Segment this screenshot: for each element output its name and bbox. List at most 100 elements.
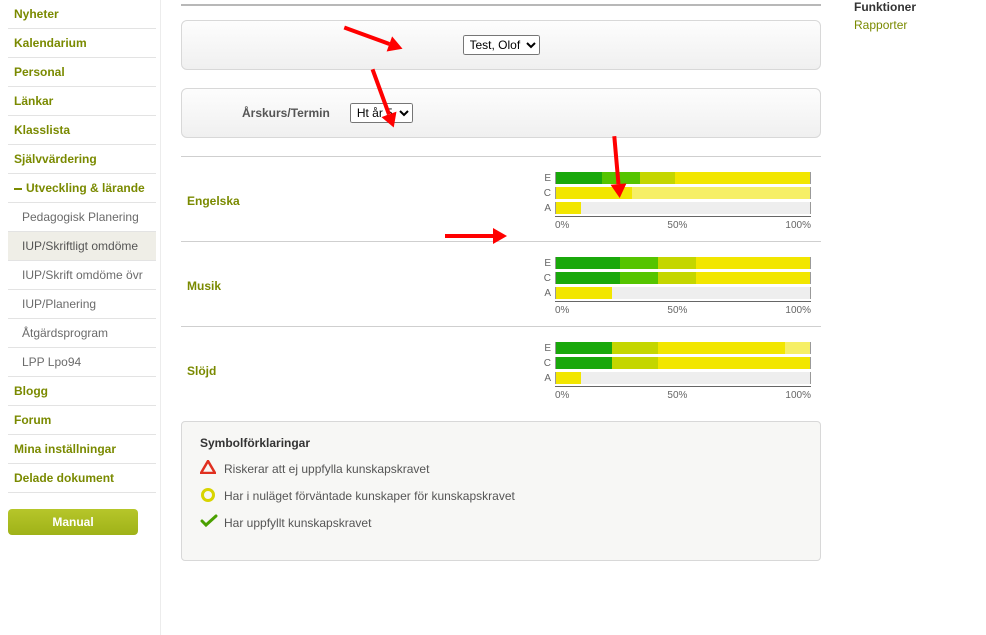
student-select-panel: Test, Olof [181,20,821,70]
chart-row: C [541,356,811,370]
progress-chart: ECA0%50%100% [541,171,811,231]
year-term-panel: Årskurs/Termin Ht år 5 [181,88,821,138]
chart-bar-track [555,272,811,284]
right-sidebar: Funktioner Rapporter [846,0,986,635]
chart-bar-segment [620,272,658,284]
chart-bar-segment [640,172,676,184]
rightbar-link-rapporter[interactable]: Rapporter [854,18,907,32]
legend-title: Symbolförklaringar [200,436,802,450]
axis-label: 50% [569,305,785,316]
chart-row-label: A [541,373,555,384]
sidebar-item-sj-lvv-rdering[interactable]: Självvärdering [8,145,156,174]
chart-bar-segment [556,372,581,384]
axis-label: 0% [555,305,569,316]
chart-bar-segment [556,287,612,299]
subject-block: Musik ECA0%50%100% [181,241,821,326]
chart-bar-segment [696,272,810,284]
axis-label: 100% [785,220,811,231]
legend-text: Har uppfyllt kunskapskravet [224,514,802,533]
chart-bar-segment [556,357,612,369]
subject-name[interactable]: Slöjd [181,364,381,378]
sidebar-item-personal[interactable]: Personal [8,58,156,87]
sidebar-nav: NyheterKalendariumPersonalLänkarKlasslis… [0,0,160,635]
sidebar-item-lpp-lpo94[interactable]: LPP Lpo94 [8,348,156,377]
chart-bar-segment [602,172,640,184]
chart-bar-segment [612,357,658,369]
sidebar-item-utveckling-l-rande[interactable]: Utveckling & lärande [8,174,156,203]
chart-row: A [541,201,811,215]
chart-bar-segment [556,202,581,214]
chart-row: A [541,371,811,385]
main-content: Test, Olof Årskurs/Termin Ht år 5 Engels… [160,0,846,635]
chart-bar-segment [556,172,602,184]
chart-row: A [541,286,811,300]
sidebar-item-blogg[interactable]: Blogg [8,377,156,406]
legend-row: Har uppfyllt kunskapskravet [200,514,802,533]
sidebar-item-l-nkar[interactable]: Länkar [8,87,156,116]
chart-bar-segment [675,172,810,184]
chart-bar-track [555,357,811,369]
chart-row-label: A [541,203,555,214]
chart-axis: 0%50%100% [555,301,811,316]
collapse-icon [14,188,22,190]
sidebar-item-label: Utveckling & lärande [26,181,145,195]
legend-row: Riskerar att ej uppfylla kunskapskravet [200,460,802,479]
sidebar-item-klasslista[interactable]: Klasslista [8,116,156,145]
manual-button[interactable]: Manual [8,509,138,535]
chart-row: C [541,186,811,200]
sidebar-item-mina-inst-llningar[interactable]: Mina inställningar [8,435,156,464]
chart-bar-segment [556,342,612,354]
check-icon [200,514,224,531]
subject-name[interactable]: Musik [181,279,381,293]
sidebar-item-iup-skriftligt-omd-me[interactable]: IUP/Skriftligt omdöme [8,232,156,261]
subject-name[interactable]: Engelska [181,194,381,208]
chart-row-label: E [541,173,555,184]
chart-bar-segment [696,257,810,269]
legend-panel: Symbolförklaringar Riskerar att ej uppfy… [181,421,821,561]
axis-label: 100% [785,390,811,401]
chart-bar-segment [612,342,658,354]
chart-bar-track [555,342,811,354]
chart-row-label: A [541,288,555,299]
legend-row: Har i nuläget förväntade kunskaper för k… [200,487,802,506]
sidebar-item-pedagogisk-planering[interactable]: Pedagogisk Planering [8,203,156,232]
sidebar-item-forum[interactable]: Forum [8,406,156,435]
chart-bar-track [555,372,811,384]
chart-row: E [541,341,811,355]
sidebar-item-iup-skrift-omd-me-vr[interactable]: IUP/Skrift omdöme övr [8,261,156,290]
chart-axis: 0%50%100% [555,216,811,231]
chart-bar-segment [632,187,810,199]
year-term-select[interactable]: Ht år 5 [350,103,413,123]
rightbar-title: Funktioner [854,0,978,14]
chart-bar-segment [556,257,620,269]
sidebar-item-iup-planering[interactable]: IUP/Planering [8,290,156,319]
chart-bar-segment [658,357,810,369]
axis-label: 50% [569,220,785,231]
chart-bar-segment [556,187,632,199]
chart-bar-segment [658,257,696,269]
chart-bar-track [555,257,811,269]
sidebar-item-kalendarium[interactable]: Kalendarium [8,29,156,58]
chart-bar-track [555,187,811,199]
chart-row-label: C [541,358,555,369]
sidebar-item-nyheter[interactable]: Nyheter [8,0,156,29]
chart-row-label: C [541,188,555,199]
chart-row: E [541,171,811,185]
sidebar-item--tg-rdsprogram[interactable]: Åtgärdsprogram [8,319,156,348]
legend-text: Har i nuläget förväntade kunskaper för k… [224,487,802,506]
subject-block: Engelska ECA0%50%100% [181,156,821,241]
axis-label: 0% [555,220,569,231]
chart-bar-segment [658,342,785,354]
sidebar-item-delade-dokument[interactable]: Delade dokument [8,464,156,493]
chart-row: C [541,271,811,285]
axis-label: 100% [785,305,811,316]
legend-text: Riskerar att ej uppfylla kunskapskravet [224,460,802,479]
chart-row: E [541,256,811,270]
chart-axis: 0%50%100% [555,386,811,401]
year-term-label: Årskurs/Termin [242,106,330,120]
axis-label: 0% [555,390,569,401]
chart-bar-segment [785,342,810,354]
student-select[interactable]: Test, Olof [463,35,540,55]
chart-bar-segment [658,272,696,284]
circle-icon [200,487,224,506]
